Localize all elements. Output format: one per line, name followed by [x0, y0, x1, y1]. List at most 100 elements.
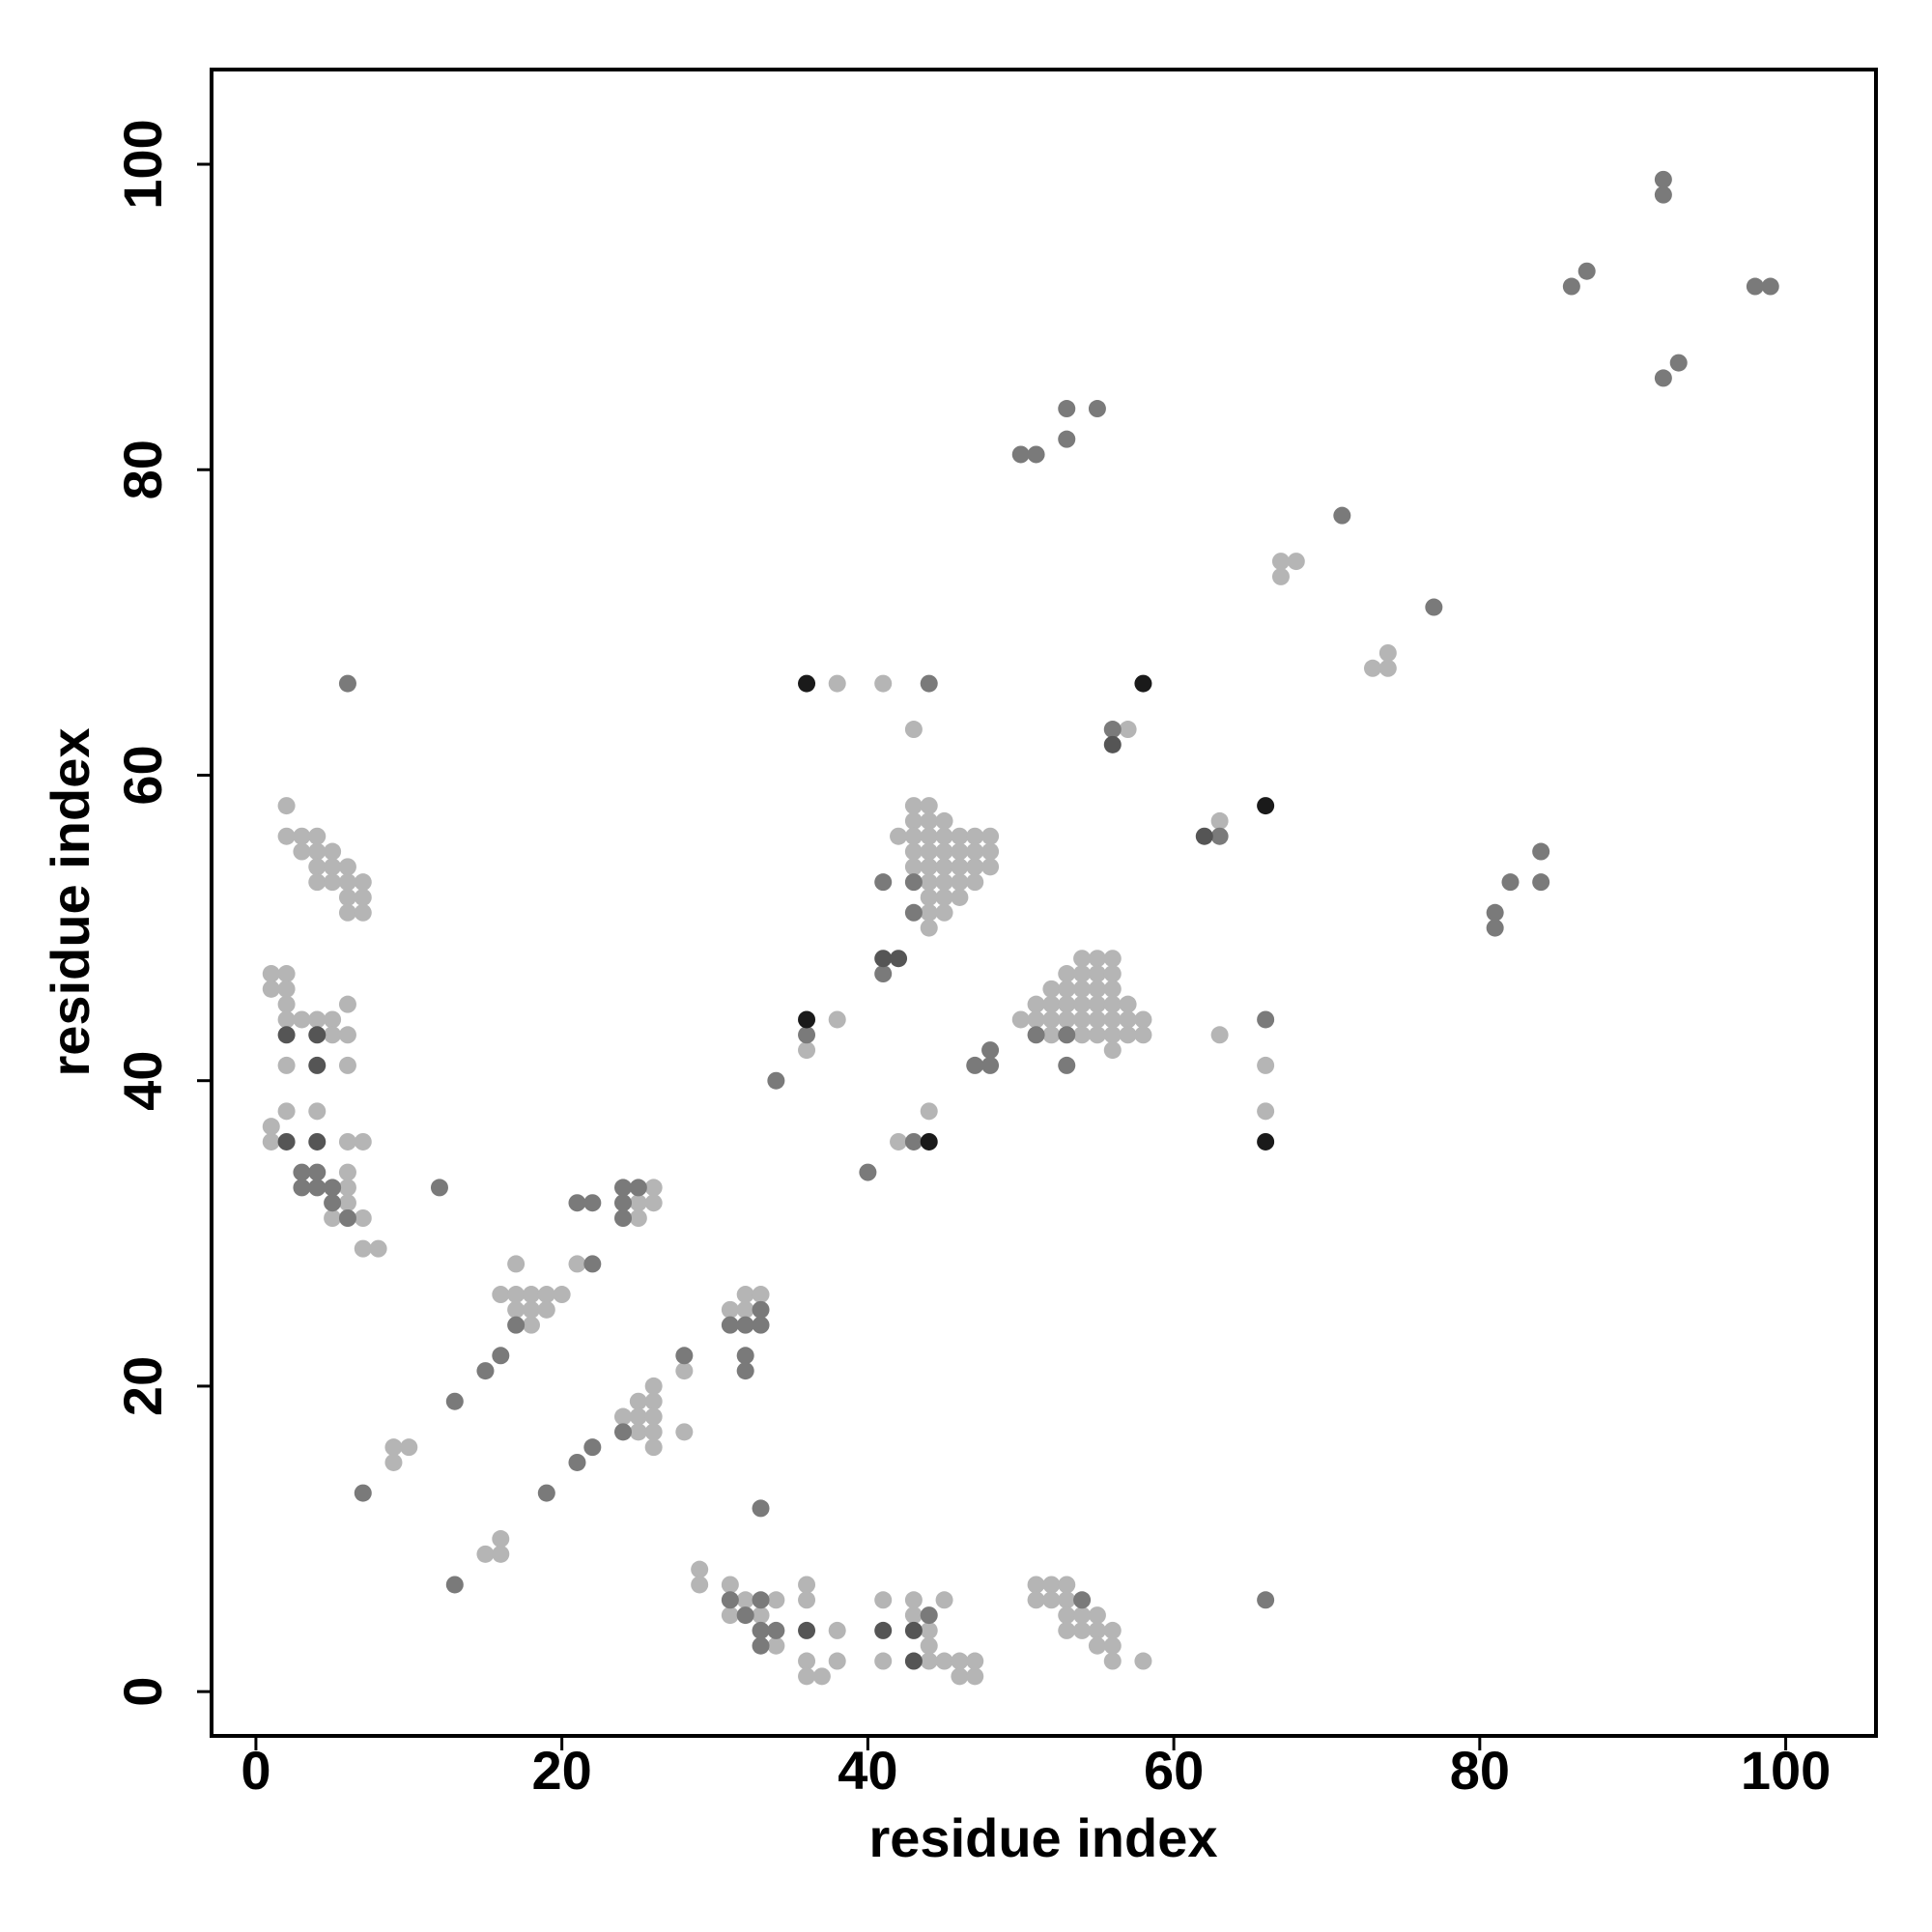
point: [277, 1010, 296, 1029]
point: [308, 827, 327, 845]
point: [1103, 1652, 1122, 1670]
point: [920, 1132, 938, 1151]
point: [1271, 567, 1290, 585]
point: [445, 1392, 464, 1410]
point: [1058, 1026, 1076, 1044]
point: [1088, 965, 1106, 983]
point: [1363, 659, 1381, 677]
point: [951, 827, 969, 845]
point: [1073, 980, 1092, 998]
point: [920, 873, 938, 892]
point: [1654, 185, 1672, 204]
point: [1103, 980, 1122, 998]
point: [767, 1621, 785, 1639]
point: [1103, 721, 1122, 739]
point: [935, 858, 953, 876]
point: [1210, 1026, 1229, 1044]
point: [1532, 873, 1550, 892]
point: [951, 888, 969, 906]
point: [691, 1560, 709, 1578]
point: [721, 1300, 739, 1319]
point: [920, 858, 938, 876]
point: [522, 1300, 540, 1319]
point: [324, 1010, 342, 1029]
point: [966, 858, 984, 876]
point: [874, 950, 893, 968]
point: [1073, 950, 1092, 968]
point: [522, 1316, 540, 1334]
point: [1654, 170, 1672, 188]
point: [752, 1286, 770, 1304]
point: [920, 903, 938, 922]
point: [920, 1621, 938, 1639]
point: [537, 1286, 555, 1304]
point: [1257, 1010, 1275, 1029]
point: [476, 1362, 495, 1380]
point: [308, 1026, 327, 1044]
y-axis-label: residue index: [40, 727, 100, 1076]
point: [798, 674, 816, 693]
y-tick-label: 100: [112, 119, 173, 209]
point: [1088, 1026, 1106, 1044]
point: [904, 721, 923, 739]
point: [1103, 1041, 1122, 1060]
point: [476, 1545, 495, 1563]
x-tick-label: 40: [838, 1740, 897, 1801]
point: [721, 1591, 739, 1609]
point: [568, 1453, 586, 1471]
point: [308, 1163, 327, 1181]
point: [1119, 721, 1137, 739]
point: [920, 811, 938, 830]
point: [1378, 643, 1397, 662]
point: [354, 903, 372, 922]
point: [338, 995, 356, 1013]
point: [1027, 445, 1045, 464]
point: [354, 1484, 372, 1502]
point: [1103, 1010, 1122, 1029]
point: [890, 1132, 908, 1151]
point: [904, 1132, 923, 1151]
point: [1271, 553, 1290, 571]
point: [492, 1286, 510, 1304]
point: [798, 1026, 816, 1044]
point: [354, 1132, 372, 1151]
point: [492, 1347, 510, 1365]
point: [1134, 674, 1152, 693]
point: [920, 888, 938, 906]
point: [613, 1407, 632, 1426]
point: [293, 1179, 311, 1197]
point: [1486, 903, 1504, 922]
point: [262, 965, 280, 983]
point: [1088, 1636, 1106, 1655]
point: [308, 858, 327, 876]
point: [308, 1132, 327, 1151]
point: [277, 965, 296, 983]
point: [981, 842, 1000, 861]
y-tick-label: 60: [112, 745, 173, 805]
point: [1501, 873, 1520, 892]
point: [1073, 1606, 1092, 1625]
point: [338, 888, 356, 906]
point: [568, 1255, 586, 1273]
point: [492, 1545, 510, 1563]
point: [752, 1606, 770, 1625]
point: [675, 1423, 694, 1441]
point: [920, 1606, 938, 1625]
point: [1058, 400, 1076, 418]
point: [1073, 1591, 1092, 1609]
point: [1073, 965, 1092, 983]
point: [859, 1163, 877, 1181]
point: [1058, 1591, 1076, 1609]
point: [644, 1438, 663, 1457]
point: [904, 1652, 923, 1670]
point: [324, 873, 342, 892]
point: [1027, 1576, 1045, 1594]
point: [629, 1423, 647, 1441]
point: [644, 1377, 663, 1395]
point: [1333, 506, 1351, 525]
point: [308, 842, 327, 861]
point: [736, 1347, 754, 1365]
point: [354, 1209, 372, 1228]
point: [613, 1209, 632, 1228]
